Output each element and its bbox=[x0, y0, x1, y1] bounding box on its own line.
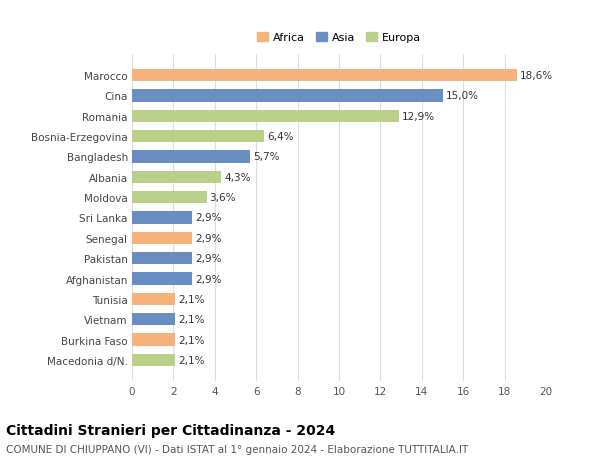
Bar bbox=[132, 232, 192, 244]
Bar bbox=[132, 354, 175, 366]
Text: 15,0%: 15,0% bbox=[446, 91, 479, 101]
Text: 2,1%: 2,1% bbox=[179, 335, 205, 345]
Text: 2,1%: 2,1% bbox=[179, 314, 205, 325]
Text: 4,3%: 4,3% bbox=[224, 173, 251, 182]
Bar bbox=[132, 192, 206, 204]
Bar bbox=[132, 313, 175, 325]
Text: 2,9%: 2,9% bbox=[195, 233, 221, 243]
Text: 18,6%: 18,6% bbox=[520, 71, 553, 81]
Text: 2,1%: 2,1% bbox=[179, 355, 205, 365]
Text: 2,9%: 2,9% bbox=[195, 254, 221, 263]
Bar bbox=[132, 90, 443, 102]
Text: 6,4%: 6,4% bbox=[268, 132, 294, 142]
Bar bbox=[132, 131, 265, 143]
Legend: Africa, Asia, Europa: Africa, Asia, Europa bbox=[253, 28, 425, 47]
Text: COMUNE DI CHIUPPANO (VI) - Dati ISTAT al 1° gennaio 2024 - Elaborazione TUTTITAL: COMUNE DI CHIUPPANO (VI) - Dati ISTAT al… bbox=[6, 444, 468, 454]
Text: 3,6%: 3,6% bbox=[209, 193, 236, 203]
Bar bbox=[132, 334, 175, 346]
Text: 2,1%: 2,1% bbox=[179, 294, 205, 304]
Text: 5,7%: 5,7% bbox=[253, 152, 280, 162]
Text: 12,9%: 12,9% bbox=[402, 112, 435, 122]
Bar bbox=[132, 293, 175, 305]
Bar bbox=[132, 273, 192, 285]
Text: 2,9%: 2,9% bbox=[195, 213, 221, 223]
Bar bbox=[132, 212, 192, 224]
Bar bbox=[132, 151, 250, 163]
Bar bbox=[132, 252, 192, 265]
Bar bbox=[132, 111, 399, 123]
Bar bbox=[132, 70, 517, 82]
Bar bbox=[132, 171, 221, 184]
Text: 2,9%: 2,9% bbox=[195, 274, 221, 284]
Text: Cittadini Stranieri per Cittadinanza - 2024: Cittadini Stranieri per Cittadinanza - 2… bbox=[6, 423, 335, 437]
